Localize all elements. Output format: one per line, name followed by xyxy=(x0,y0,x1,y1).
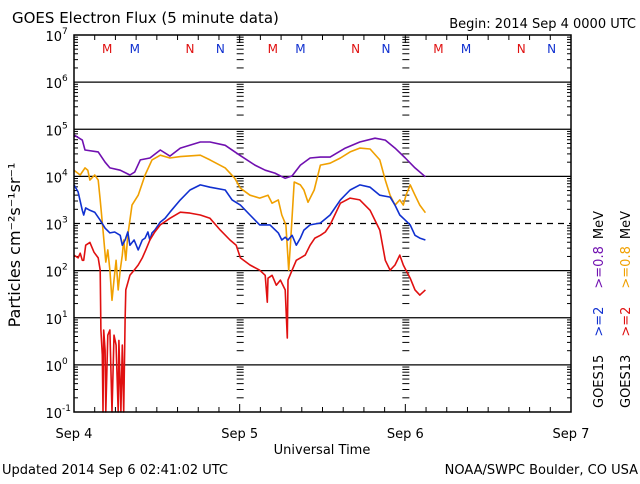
begin-label: Begin: 2014 Sep 4 0000 UTC xyxy=(449,17,636,32)
y-tick-label: 10 xyxy=(45,77,62,92)
marker-m: M xyxy=(433,42,443,56)
series-group xyxy=(73,134,427,413)
marker-n: N xyxy=(351,42,360,56)
chart-title: GOES Electron Flux (5 minute data) xyxy=(12,9,279,27)
y-tick-exponent: 0 xyxy=(62,357,68,367)
legend-low: >=2 xyxy=(619,307,634,337)
x-tick-label: Sep 4 xyxy=(56,427,93,442)
y-tick-label: 10 xyxy=(45,313,62,328)
series-line-1 xyxy=(73,147,427,302)
updated-timestamp: Updated 2014 Sep 6 02:41:02 UTC xyxy=(2,463,228,478)
legend: GOES15 >=2 >=0.8 MeV GOES13 >=2 >=0.8 MeV xyxy=(592,211,634,408)
legend-unit: MeV xyxy=(592,211,607,239)
y-tick-label: 10 xyxy=(45,266,62,281)
x-tick-labels: Sep 4 Sep 5 Sep 6 Sep 7 xyxy=(56,427,590,442)
y-tick-exponent: 3 xyxy=(62,216,68,226)
x-tick-label: Sep 7 xyxy=(553,427,590,442)
marker-m: M xyxy=(268,42,278,56)
y-tick-label: 10 xyxy=(45,124,62,139)
plot-frame xyxy=(73,34,572,413)
legend-entry-goes15: GOES15 >=2 >=0.8 MeV xyxy=(592,211,607,408)
marker-n: N xyxy=(216,42,225,56)
y-tick-label: 10 xyxy=(45,30,62,45)
marker-n: N xyxy=(517,42,526,56)
series-line-2 xyxy=(73,184,426,251)
x-tick-label: Sep 6 xyxy=(387,427,424,442)
legend-high: >=0.8 xyxy=(592,246,607,288)
y-tick-label: 10 xyxy=(45,219,62,234)
legend-unit: MeV xyxy=(619,211,634,239)
y-tick-exponent: 5 xyxy=(62,121,68,131)
y-axis-label: Particles cm⁻²s⁻¹sr⁻¹ xyxy=(5,163,24,328)
y-tick-label: 10 xyxy=(45,407,62,422)
marker-n: N xyxy=(185,42,194,56)
axis-ticks xyxy=(73,35,572,412)
legend-satellite: GOES13 xyxy=(619,355,634,408)
legend-high: >=0.8 xyxy=(619,246,634,288)
y-tick-label: 10 xyxy=(45,360,62,375)
marker-n: N xyxy=(547,42,556,56)
marker-m: M xyxy=(295,42,305,56)
series-line-3 xyxy=(73,197,426,413)
x-tick-label: Sep 5 xyxy=(221,427,258,442)
y-tick-exponent: 6 xyxy=(62,74,68,84)
marker-n: N xyxy=(382,42,391,56)
marker-m: M xyxy=(102,42,112,56)
legend-low: >=2 xyxy=(592,307,607,337)
legend-entry-goes13: GOES13 >=2 >=0.8 MeV xyxy=(619,211,634,408)
marker-m: M xyxy=(461,42,471,56)
y-tick-exponent: 2 xyxy=(62,263,68,273)
y-tick-exponent: 1 xyxy=(62,310,68,320)
y-tick-label: 10 xyxy=(45,171,62,186)
y-tick-exponent: 4 xyxy=(62,168,68,178)
credit-label: NOAA/SWPC Boulder, CO USA xyxy=(445,463,638,478)
y-tick-exponent: 7 xyxy=(62,27,68,37)
y-tick-exponent: -1 xyxy=(62,404,71,414)
marker-m: M xyxy=(130,42,140,56)
legend-satellite: GOES15 xyxy=(592,355,607,408)
x-axis-label: Universal Time xyxy=(274,443,371,458)
series-line-0 xyxy=(73,134,426,180)
grid xyxy=(74,81,571,366)
